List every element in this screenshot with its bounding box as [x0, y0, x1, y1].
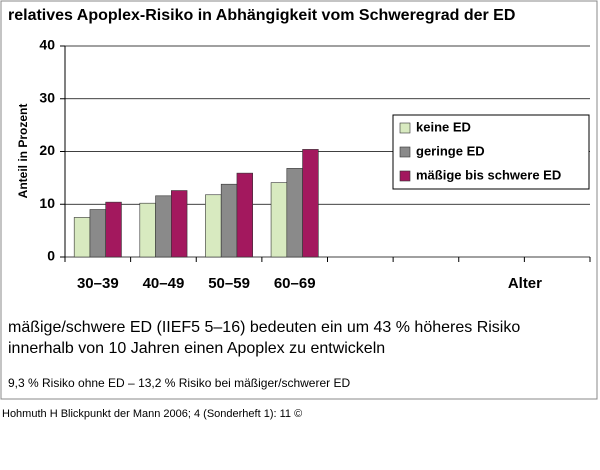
- bar: [270, 182, 288, 258]
- y-tick-label: 30: [39, 89, 55, 105]
- y-tick-label: 10: [39, 195, 55, 211]
- legend-box: [392, 114, 590, 190]
- legend-swatch: [399, 170, 411, 182]
- legend-swatch: [399, 122, 411, 134]
- source: Hohmuth H Blickpunkt der Mann 2006; 4 (S…: [2, 408, 302, 420]
- y-tick-label: 20: [39, 142, 55, 158]
- bar: [302, 149, 319, 258]
- bar: [220, 183, 238, 258]
- bar: [171, 190, 188, 258]
- x-axis-label: Alter: [508, 275, 542, 292]
- bar: [89, 209, 106, 258]
- bar: [73, 217, 91, 258]
- x-tick-label: 60–69: [274, 275, 316, 292]
- chart-title: relatives Apoplex-Risiko in Abhängigkeit…: [8, 7, 515, 24]
- x-tick-label: 50–59: [208, 275, 250, 292]
- y-tick-label: 0: [47, 248, 55, 264]
- x-tick-label: 30–39: [77, 275, 119, 292]
- note-line: innerhalb von 10 Jahren einen Apoplex zu…: [8, 340, 385, 357]
- legend-label: keine ED: [416, 119, 471, 134]
- bar: [105, 201, 122, 258]
- y-axis-label: Anteil in Prozent: [16, 104, 30, 199]
- bar: [236, 172, 253, 258]
- x-tick-label: 40–49: [143, 275, 185, 292]
- bar: [155, 195, 172, 258]
- y-tick-label: 40: [39, 37, 55, 53]
- legend-swatch: [399, 146, 411, 158]
- note-line: mäßige/schwere ED (IIEF5 5–16) bedeuten …: [8, 319, 520, 336]
- bar: [286, 168, 303, 258]
- legend-label: mäßige bis schwere ED: [416, 167, 561, 182]
- legend-label: geringe ED: [416, 143, 485, 158]
- bar: [139, 202, 156, 258]
- bar: [205, 194, 222, 258]
- footnote: 9,3 % Risiko ohne ED – 13,2 % Risiko bei…: [8, 376, 350, 390]
